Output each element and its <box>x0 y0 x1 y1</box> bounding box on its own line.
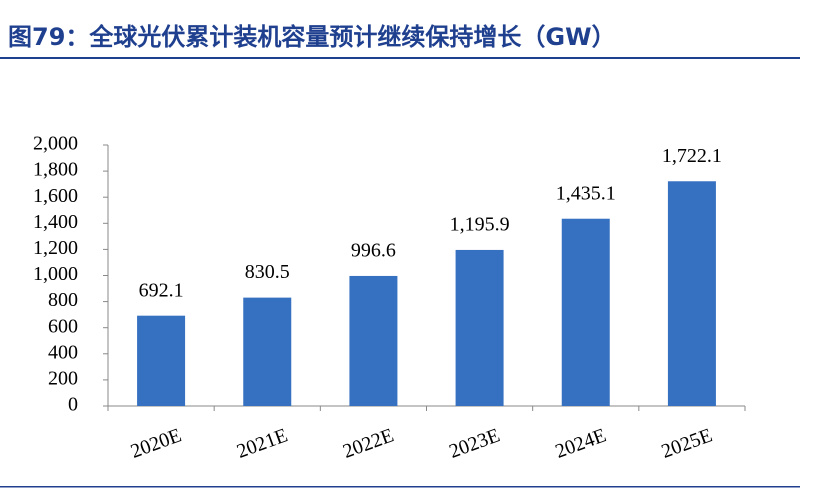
y-tick-label: 2,000 <box>33 133 78 155</box>
y-tick-label: 1,800 <box>33 159 78 181</box>
value-label: 692.1 <box>139 279 184 301</box>
y-tick-label: 1,200 <box>33 237 78 259</box>
x-tick-label: 2023E <box>446 424 503 463</box>
bottom-rule <box>0 486 800 488</box>
y-tick-label: 1,000 <box>33 263 78 285</box>
value-label: 996.6 <box>351 240 396 262</box>
bar <box>243 297 292 406</box>
x-tick-label: 2021E <box>234 424 291 463</box>
bar <box>349 275 398 406</box>
bar <box>455 249 504 406</box>
y-tick-label: 1,400 <box>33 211 78 233</box>
bar <box>667 181 716 406</box>
x-tick-label: 2025E <box>659 424 716 463</box>
bar <box>561 218 610 406</box>
bar <box>137 315 186 406</box>
chart-title: 图79：全球光伏累计装机容量预计继续保持增长（GW） <box>8 23 616 51</box>
y-tick-label: 1,600 <box>33 185 78 207</box>
title-rule <box>0 57 800 59</box>
value-label: 1,435.1 <box>556 182 616 204</box>
value-label: 1,195.9 <box>450 214 510 236</box>
y-tick-label: 0 <box>68 394 78 416</box>
y-tick-label: 600 <box>48 315 78 337</box>
value-label: 830.5 <box>245 261 290 283</box>
y-tick-label: 200 <box>48 367 78 389</box>
y-tick-label: 800 <box>48 289 78 311</box>
value-label: 1,722.1 <box>662 145 722 167</box>
x-tick-label: 2020E <box>128 424 185 463</box>
x-tick-label: 2024E <box>552 424 609 463</box>
x-tick-label: 2022E <box>340 424 397 463</box>
y-tick-label: 400 <box>48 341 78 363</box>
